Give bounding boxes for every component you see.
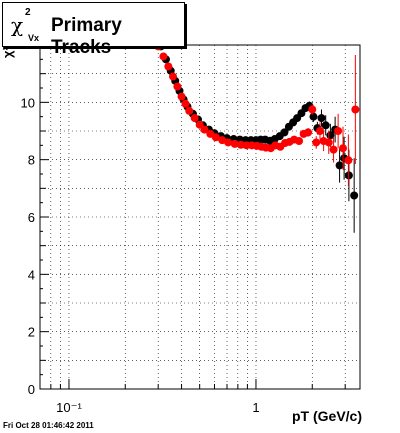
data-point xyxy=(295,137,304,146)
data-point xyxy=(334,127,343,135)
y-tick-label: 8 xyxy=(28,153,35,168)
data-point xyxy=(316,127,325,135)
data-point xyxy=(350,191,359,200)
y-tick-label: 4 xyxy=(28,267,35,282)
chart-title-symbol: χ xyxy=(11,13,24,37)
y-axis-label: χ² xyxy=(0,46,15,58)
data-point xyxy=(168,72,177,81)
data-point xyxy=(338,144,347,153)
data-point xyxy=(335,161,344,170)
data-point xyxy=(351,105,360,114)
y-tick-label: 6 xyxy=(28,210,35,225)
data-point xyxy=(159,52,168,61)
data-point xyxy=(344,171,353,180)
data-point xyxy=(304,128,313,137)
data-point xyxy=(185,106,194,115)
data-point xyxy=(280,128,289,137)
data-point xyxy=(181,99,190,108)
data-point xyxy=(308,105,317,114)
chart-title-box: χ 2 Vx Primary Tracks xyxy=(2,2,185,58)
data-point xyxy=(324,138,333,147)
chart-title-superscript: 2 xyxy=(25,7,31,18)
data-point xyxy=(230,139,239,148)
data-point xyxy=(309,112,318,121)
timestamp: Fri Oct 28 01:46:42 2011 xyxy=(3,421,94,430)
data-point xyxy=(164,62,173,71)
x-axis-label: pT (GeV/c) xyxy=(291,408,362,424)
x-tick-label: 10⁻¹ xyxy=(56,400,82,415)
data-point xyxy=(173,82,182,91)
data-point xyxy=(177,92,186,101)
data-point xyxy=(317,114,326,123)
y-tick-label: 2 xyxy=(28,325,35,340)
y-tick-label: 10 xyxy=(21,95,35,110)
data-point xyxy=(344,156,353,165)
plot-frame xyxy=(39,44,361,390)
data-point xyxy=(321,121,330,130)
chart-title: Primary Tracks xyxy=(51,15,122,58)
data-point xyxy=(312,138,321,147)
chart-title-subscript: Vx xyxy=(28,33,40,43)
data-point xyxy=(329,145,338,154)
data-point xyxy=(190,114,199,123)
data-point xyxy=(224,138,233,147)
data-point xyxy=(200,125,209,134)
x-tick-label: 1 xyxy=(252,400,259,415)
data-point xyxy=(211,133,220,142)
y-tick-label: 0 xyxy=(28,382,35,397)
